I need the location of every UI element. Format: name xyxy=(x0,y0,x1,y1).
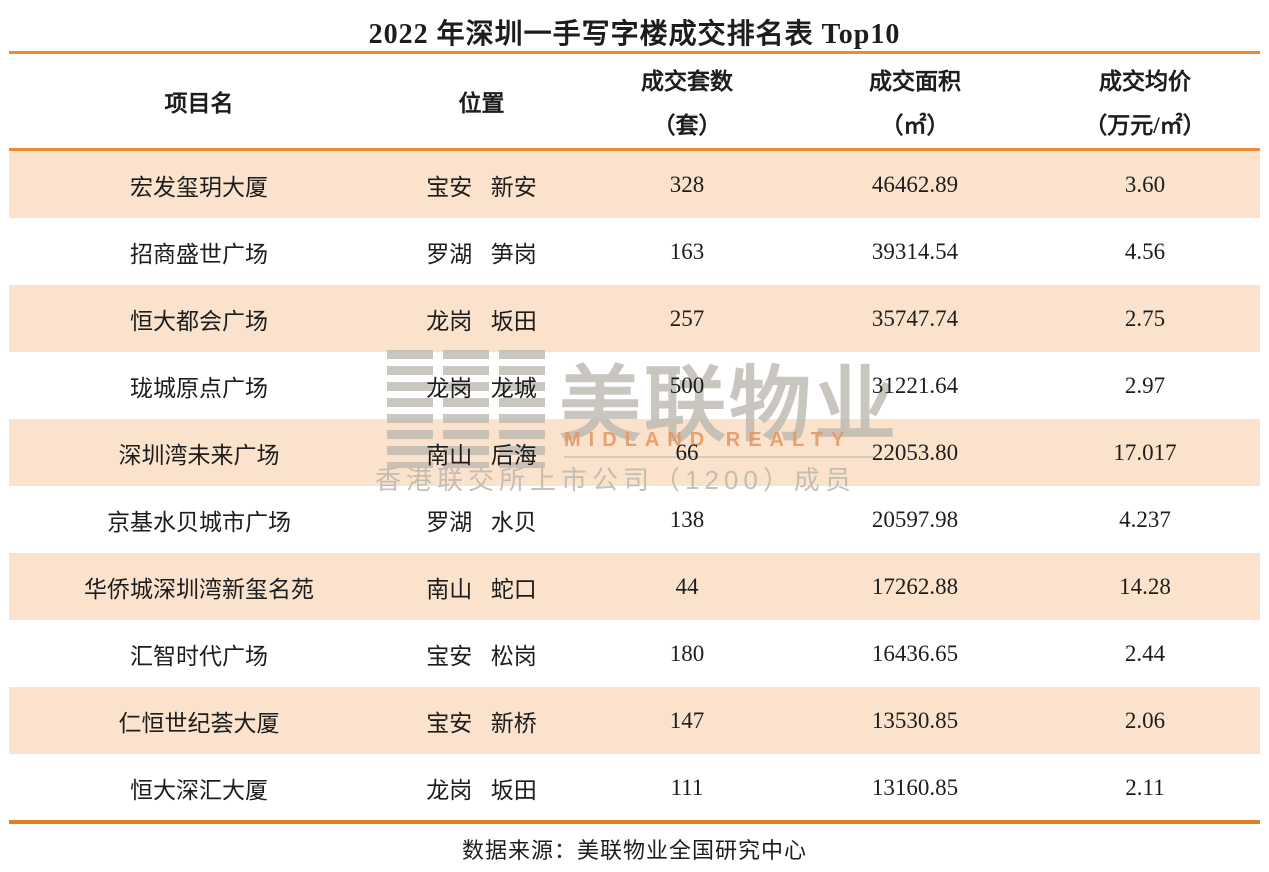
cell-project-name: 深圳湾未来广场 xyxy=(118,442,280,468)
cell-avg-price: 2.44 xyxy=(1124,640,1166,666)
cell-avg-price: 14.28 xyxy=(1119,573,1171,599)
cell-location: 宝安 新桥 xyxy=(426,710,537,736)
cell-area-sold: 35747.74 xyxy=(871,305,959,331)
cell-avg-price: 2.06 xyxy=(1124,707,1166,733)
cell-avg-price: 3.60 xyxy=(1124,171,1166,197)
cell-avg-price: 4.237 xyxy=(1119,506,1171,532)
cell-location: 龙岗 坂田 xyxy=(426,308,537,334)
table-row: 华侨城深圳湾新玺名苑 南山 蛇口 44 17262.88 14.28 xyxy=(9,553,1260,620)
cell-location: 南山 蛇口 xyxy=(426,576,537,602)
cell-project-name: 宏发玺玥大厦 xyxy=(130,174,268,200)
cell-location: 龙岗 龙城 xyxy=(426,375,537,401)
cell-area-sold: 20597.98 xyxy=(871,506,959,532)
cell-avg-price: 2.11 xyxy=(1125,774,1165,800)
cell-avg-price: 4.56 xyxy=(1124,238,1166,264)
table-body: 宏发玺玥大厦 宝安 新安 328 46462.89 3.60 招商盛世广场 罗湖… xyxy=(9,151,1260,821)
cell-location: 宝安 新安 xyxy=(426,174,537,200)
cell-project-name: 汇智时代广场 xyxy=(130,643,268,669)
table-row: 宏发玺玥大厦 宝安 新安 328 46462.89 3.60 xyxy=(9,151,1260,218)
cell-units-sold: 163 xyxy=(669,238,705,264)
cell-units-sold: 180 xyxy=(669,640,705,666)
cell-location: 罗湖 笋岗 xyxy=(426,241,537,267)
cell-area-sold: 16436.65 xyxy=(871,640,959,666)
cell-project-name: 仁恒世纪荟大厦 xyxy=(118,710,280,736)
cell-area-sold: 39314.54 xyxy=(871,238,959,264)
column-header-location: 位置 xyxy=(458,91,505,116)
cell-location: 龙岗 坂田 xyxy=(426,777,537,803)
cell-area-sold: 31221.64 xyxy=(871,372,959,398)
cell-units-sold: 500 xyxy=(669,372,705,398)
cell-units-sold: 257 xyxy=(669,305,705,331)
table-row: 珑城原点广场 龙岗 龙城 500 31221.64 2.97 xyxy=(9,352,1260,419)
data-source-note: 数据来源：美联物业全国研究中心 xyxy=(461,838,807,863)
table-row: 深圳湾未来广场 南山 后海 66 22053.80 17.017 xyxy=(9,419,1260,486)
cell-units-sold: 328 xyxy=(669,171,705,197)
cell-project-name: 恒大深汇大厦 xyxy=(130,777,268,803)
cell-area-sold: 46462.89 xyxy=(871,171,959,197)
cell-units-sold: 44 xyxy=(675,573,699,599)
page-title: 2022 年深圳一手写字楼成交排名表 Top10 xyxy=(368,19,901,50)
cell-area-sold: 22053.80 xyxy=(871,439,959,465)
cell-project-name: 华侨城深圳湾新玺名苑 xyxy=(84,576,314,602)
column-header-price: 成交均价 （万元/㎡） xyxy=(1084,69,1206,138)
top-divider xyxy=(9,51,1260,54)
cell-avg-price: 17.017 xyxy=(1113,439,1177,465)
cell-area-sold: 17262.88 xyxy=(871,573,959,599)
column-header-units: 成交套数 （套） xyxy=(641,69,733,138)
table-row: 汇智时代广场 宝安 松岗 180 16436.65 2.44 xyxy=(9,620,1260,687)
cell-area-sold: 13530.85 xyxy=(871,707,959,733)
cell-project-name: 珑城原点广场 xyxy=(130,375,268,401)
column-header-project: 项目名 xyxy=(164,91,234,116)
cell-project-name: 京基水贝城市广场 xyxy=(107,509,291,535)
cell-area-sold: 13160.85 xyxy=(871,774,959,800)
cell-units-sold: 66 xyxy=(675,439,699,465)
cell-location: 南山 后海 xyxy=(426,442,537,468)
table-row: 京基水贝城市广场 罗湖 水贝 138 20597.98 4.237 xyxy=(9,486,1260,553)
table-row: 恒大深汇大厦 龙岗 坂田 111 13160.85 2.11 xyxy=(9,754,1260,821)
cell-avg-price: 2.75 xyxy=(1124,305,1166,331)
header-divider xyxy=(9,148,1260,151)
cell-project-name: 招商盛世广场 xyxy=(130,241,268,267)
cell-units-sold: 138 xyxy=(669,506,705,532)
cell-location: 宝安 松岗 xyxy=(426,643,537,669)
cell-units-sold: 147 xyxy=(669,707,705,733)
cell-units-sold: 111 xyxy=(670,774,704,800)
cell-location: 罗湖 水贝 xyxy=(426,509,537,535)
table-header-row: 项目名 位置 成交套数 （套） 成交面积 （㎡） 成交均价 （万元/㎡） xyxy=(9,54,1260,148)
table-row: 招商盛世广场 罗湖 笋岗 163 39314.54 4.56 xyxy=(9,218,1260,285)
cell-project-name: 恒大都会广场 xyxy=(130,308,268,334)
table-row: 恒大都会广场 龙岗 坂田 257 35747.74 2.75 xyxy=(9,285,1260,352)
cell-avg-price: 2.97 xyxy=(1124,372,1166,398)
table-row: 仁恒世纪荟大厦 宝安 新桥 147 13530.85 2.06 xyxy=(9,687,1260,754)
ranking-table: 项目名 位置 成交套数 （套） 成交面积 （㎡） 成交均价 （万元/㎡） xyxy=(9,54,1260,148)
bottom-divider xyxy=(9,820,1260,824)
column-header-area: 成交面积 （㎡） xyxy=(869,69,961,138)
